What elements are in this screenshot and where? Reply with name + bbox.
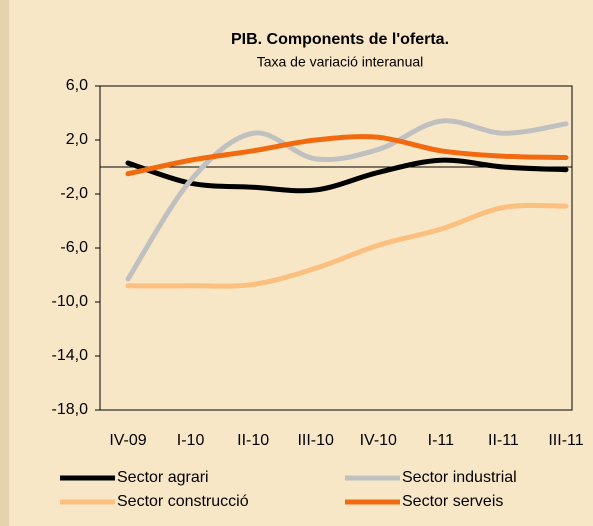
- x-tick-label: III-10: [297, 432, 334, 449]
- x-tick-label: IV-10: [360, 432, 397, 449]
- legend-label: Sector agrari: [117, 469, 209, 486]
- y-tick-label: -10,0: [52, 293, 89, 310]
- x-tick-label: I-11: [428, 432, 454, 449]
- x-tick-label: III-11: [548, 432, 583, 449]
- x-tick-label: IV-09: [109, 432, 146, 449]
- series-line: [125, 202, 569, 289]
- x-tick-label: II-11: [488, 432, 519, 449]
- y-tick-label: 2,0: [66, 131, 88, 148]
- left-edge: [0, 0, 9, 526]
- series-line: [125, 134, 569, 177]
- y-tick-label: 6,0: [66, 77, 88, 94]
- y-tick-label: -6,0: [60, 239, 88, 256]
- x-tick-label: I-10: [177, 432, 205, 449]
- series-line: [125, 118, 569, 282]
- y-tick-label: -14,0: [52, 347, 89, 364]
- y-tick-label: -2,0: [60, 185, 88, 202]
- chart-title: PIB. Components de l'oferta.: [231, 31, 449, 48]
- x-tick-label: II-10: [237, 432, 269, 449]
- y-tick-label: -18,0: [52, 401, 89, 418]
- legend-label: Sector construcció: [117, 493, 249, 510]
- series-line: [125, 157, 569, 194]
- legend-label: Sector industrial: [402, 469, 517, 486]
- chart-subtitle: Taxa de variació interanual: [257, 54, 424, 70]
- legend-label: Sector serveis: [402, 493, 503, 510]
